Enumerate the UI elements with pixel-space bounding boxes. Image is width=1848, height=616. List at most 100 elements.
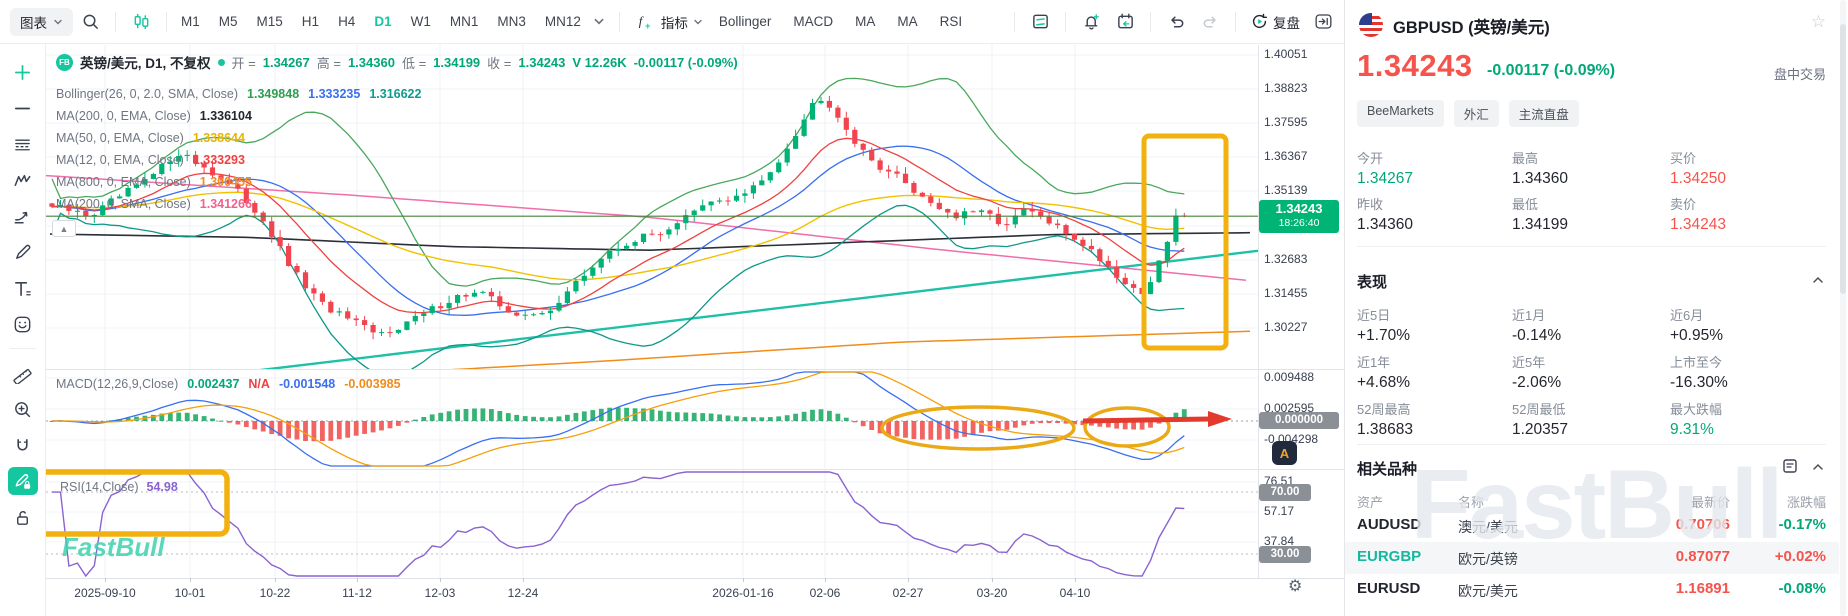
highlight-rectangle-rsi — [46, 469, 230, 537]
date-tick-label: 2025-09-10 — [74, 586, 136, 600]
highlight-rectangle — [1141, 133, 1229, 351]
collapse-chevron-icon[interactable] — [1812, 274, 1824, 286]
tag-主流直盘[interactable]: 主流直盘 — [1508, 100, 1579, 127]
timeframe-mn3[interactable]: MN3 — [497, 14, 526, 29]
axis-tick-label: 1.30227 — [1264, 320, 1308, 334]
replay-label: 复盘 — [1273, 15, 1300, 31]
axis-tick-label: 1.37595 — [1264, 115, 1308, 129]
scrollbar-thumb[interactable] — [1840, 24, 1846, 294]
settings-gear-icon[interactable]: ⚙ — [1288, 578, 1303, 595]
axis-tick-mark — [743, 578, 744, 582]
stat-value: 1.34360 — [1357, 216, 1414, 233]
stat-value: 1.34250 — [1670, 170, 1727, 187]
legend-name: MA(12, 0, EMA, Close) — [56, 153, 184, 167]
replay-button[interactable]: 复盘 — [1250, 12, 1300, 32]
collapse-chevron-icon[interactable] — [1812, 461, 1824, 473]
wave-pattern-tool-icon[interactable] — [8, 166, 38, 194]
currency-pair-flag-icon — [1359, 13, 1383, 37]
brush-lock-tool-icon[interactable] — [7, 467, 38, 495]
scrollbar-track[interactable] — [1840, 0, 1846, 616]
stat-value: +1.70% — [1357, 327, 1411, 344]
search-icon[interactable] — [79, 11, 101, 33]
parallel-lines-tool-icon[interactable] — [8, 130, 38, 158]
legend-collapse-button[interactable]: ▲ — [52, 220, 76, 237]
date-tick-label: 12-03 — [424, 586, 456, 600]
legend-value: 1.316622 — [369, 87, 422, 101]
high-value: 1.34360 — [347, 54, 395, 70]
legend-row-1[interactable]: MA(200, 0, EMA, Close) 1.336104 — [56, 105, 421, 127]
zoom-in-tool-icon[interactable] — [8, 395, 38, 423]
axis-tick-mark — [190, 578, 191, 582]
list-view-icon[interactable] — [1782, 458, 1798, 474]
stat-cell: 昨收 1.34360 — [1357, 194, 1413, 234]
annotation-arrow — [1082, 416, 1211, 424]
undo-icon[interactable] — [1165, 11, 1187, 33]
related-change: -0.08% — [1778, 580, 1826, 597]
timeframe-mn12[interactable]: MN12 — [544, 14, 581, 29]
alert-bell-icon[interactable] — [1080, 11, 1102, 33]
crosshair-plus-tool-icon[interactable] — [8, 58, 38, 86]
legend-row-2[interactable]: MA(50, 0, EMA, Close) 1.338644 — [56, 127, 421, 149]
chart-area[interactable]: FB 英镑/美元, D1, 不复权 开 = 1.34267 高 = 1.3436… — [46, 44, 1344, 616]
rsi-label: RSI(14,Close) — [60, 480, 139, 494]
tag-beemarkets[interactable]: BeeMarkets — [1357, 100, 1444, 127]
text-tool-icon[interactable] — [8, 274, 38, 302]
legend-row-0[interactable]: Bollinger(26, 0, 2.0, SMA, Close) 1.34984… — [56, 83, 421, 105]
highlight-ellipse — [880, 405, 1076, 451]
stat-cell: 近1年 +4.68% — [1357, 352, 1410, 392]
indicator-button-rsi-4[interactable]: RSI — [939, 14, 963, 29]
trend-line-tool-icon[interactable] — [8, 94, 38, 122]
indicator-button-bollinger-0[interactable]: Bollinger — [718, 14, 772, 29]
timeframe-w1[interactable]: W1 — [410, 14, 431, 29]
chart-header: FB 英镑/美元, D1, 不复权 开 = 1.34267 高 = 1.3436… — [56, 52, 738, 72]
related-symbol[interactable]: AUDUSD — [1357, 516, 1422, 533]
collapse-panel-icon[interactable] — [1312, 11, 1334, 33]
axis-tick-label: 1.38823 — [1264, 81, 1308, 95]
timeframe-h4[interactable]: H4 — [338, 14, 356, 29]
timeframe-m15[interactable]: M15 — [256, 14, 283, 29]
indicators-menu-button[interactable]: f + 指标 — [636, 12, 703, 32]
emoji-tool-icon[interactable] — [8, 310, 38, 338]
stat-cell: 卖价 1.34243 — [1670, 194, 1726, 234]
stat-cell: 最高 1.34360 — [1512, 148, 1568, 188]
calendar-icon[interactable] — [1114, 11, 1136, 33]
indicator-button-macd-1[interactable]: MACD — [793, 14, 834, 29]
timeframe-h1[interactable]: H1 — [301, 14, 320, 29]
lock-tool-icon[interactable] — [8, 503, 38, 531]
redo-icon[interactable] — [1199, 11, 1221, 33]
related-symbol[interactable]: EURUSD — [1357, 580, 1421, 597]
annotation-a-button[interactable]: A — [1272, 441, 1297, 465]
indicator-button-ma-3[interactable]: MA — [897, 14, 918, 29]
divider — [1357, 444, 1826, 445]
axis-tick-mark — [440, 578, 441, 582]
chart-title[interactable]: 英镑/美元, D1, 不复权 — [80, 56, 211, 71]
rsi-legend: RSI(14,Close) 54.98 — [60, 480, 178, 494]
axis-tick-label: 0.002595 — [1264, 401, 1315, 415]
legend-row-4[interactable]: MA(800, 0, EMA, Close) 1.300455 — [56, 171, 421, 193]
layout-panels-icon[interactable] — [1029, 11, 1051, 33]
timeframe-m1[interactable]: M1 — [181, 14, 200, 29]
chart-menu-button[interactable]: 图表 — [10, 7, 73, 36]
magnet-tool-icon[interactable] — [8, 431, 38, 459]
timeframe-d1[interactable]: D1 — [374, 14, 392, 29]
timeframe-m5[interactable]: M5 — [218, 14, 238, 29]
curve-arrow-tool-icon[interactable] — [8, 202, 38, 230]
axis-tick-label: 1.40051 — [1264, 47, 1308, 61]
legend-row-3[interactable]: MA(12, 0, EMA, Close) 1.333293 — [56, 149, 421, 171]
legend-row-5[interactable]: MA(200, 0, SMA, Close) 1.341266 — [56, 193, 421, 215]
countdown-timer: 18:26:40 — [1278, 216, 1320, 229]
indicator-button-ma-2[interactable]: MA — [855, 14, 876, 29]
ruler-tool-icon[interactable] — [8, 359, 38, 387]
related-symbol[interactable]: EURGBP — [1357, 548, 1422, 565]
timeframe-more-chevron-icon[interactable] — [593, 11, 605, 33]
candlestick-style-icon[interactable] — [130, 11, 152, 33]
related-price: 0.70706 — [1675, 516, 1730, 533]
tag-外汇[interactable]: 外汇 — [1453, 100, 1499, 127]
favorite-star-icon[interactable]: ☆ — [1810, 12, 1826, 31]
divider — [618, 11, 620, 32]
divider — [1065, 11, 1066, 32]
divider — [1357, 246, 1826, 247]
brush-tool-icon[interactable] — [8, 238, 38, 266]
timeframe-mn1[interactable]: MN1 — [449, 14, 479, 29]
candlestick-chart[interactable] — [46, 44, 1344, 616]
